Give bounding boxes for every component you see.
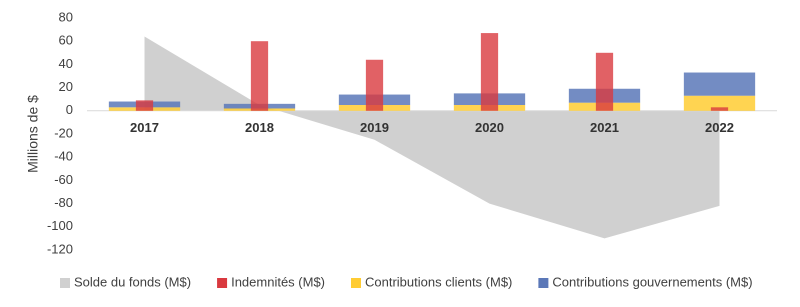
- legend-swatch: [217, 278, 228, 288]
- legend-swatch: [351, 278, 361, 288]
- x-tick-label: 2021: [590, 120, 619, 135]
- y-tick-label: -80: [54, 195, 73, 210]
- bar: [480, 33, 499, 111]
- x-tick-label: 2019: [360, 120, 389, 135]
- y-tick-label: 80: [59, 9, 73, 24]
- area: [144, 36, 720, 239]
- y-tick-label: 40: [59, 56, 73, 71]
- bar: [683, 72, 756, 96]
- bar: [710, 107, 729, 111]
- y-tick-label: 60: [59, 33, 73, 48]
- x-tick-label: 2018: [245, 120, 274, 135]
- bar: [250, 41, 269, 111]
- y-tick-label: -40: [54, 149, 73, 164]
- y-tick-label: -60: [54, 172, 73, 187]
- legend-label: Contributions gouvernements (M$): [552, 274, 752, 289]
- bar: [683, 95, 756, 111]
- x-tick-label: 2020: [475, 120, 504, 135]
- x-tick-label: 2017: [130, 120, 159, 135]
- y-axis-label: Millions de $: [25, 95, 41, 173]
- y-tick-label: -100: [47, 218, 73, 233]
- legend-label: Solde du fonds (M$): [74, 274, 191, 289]
- y-tick-label: 0: [66, 102, 73, 117]
- bar: [595, 52, 614, 111]
- legend-label: Contributions clients (M$): [365, 274, 512, 289]
- y-tick-label: -20: [54, 125, 73, 140]
- legend-swatch: [60, 278, 70, 288]
- y-tick-label: -120: [47, 241, 73, 256]
- y-tick-label: 20: [59, 79, 73, 94]
- bar: [135, 100, 154, 111]
- legend-label: Indemnités (M$): [231, 274, 325, 289]
- bar: [365, 59, 384, 111]
- x-tick-label: 2022: [705, 120, 734, 135]
- legend-swatch: [538, 278, 549, 288]
